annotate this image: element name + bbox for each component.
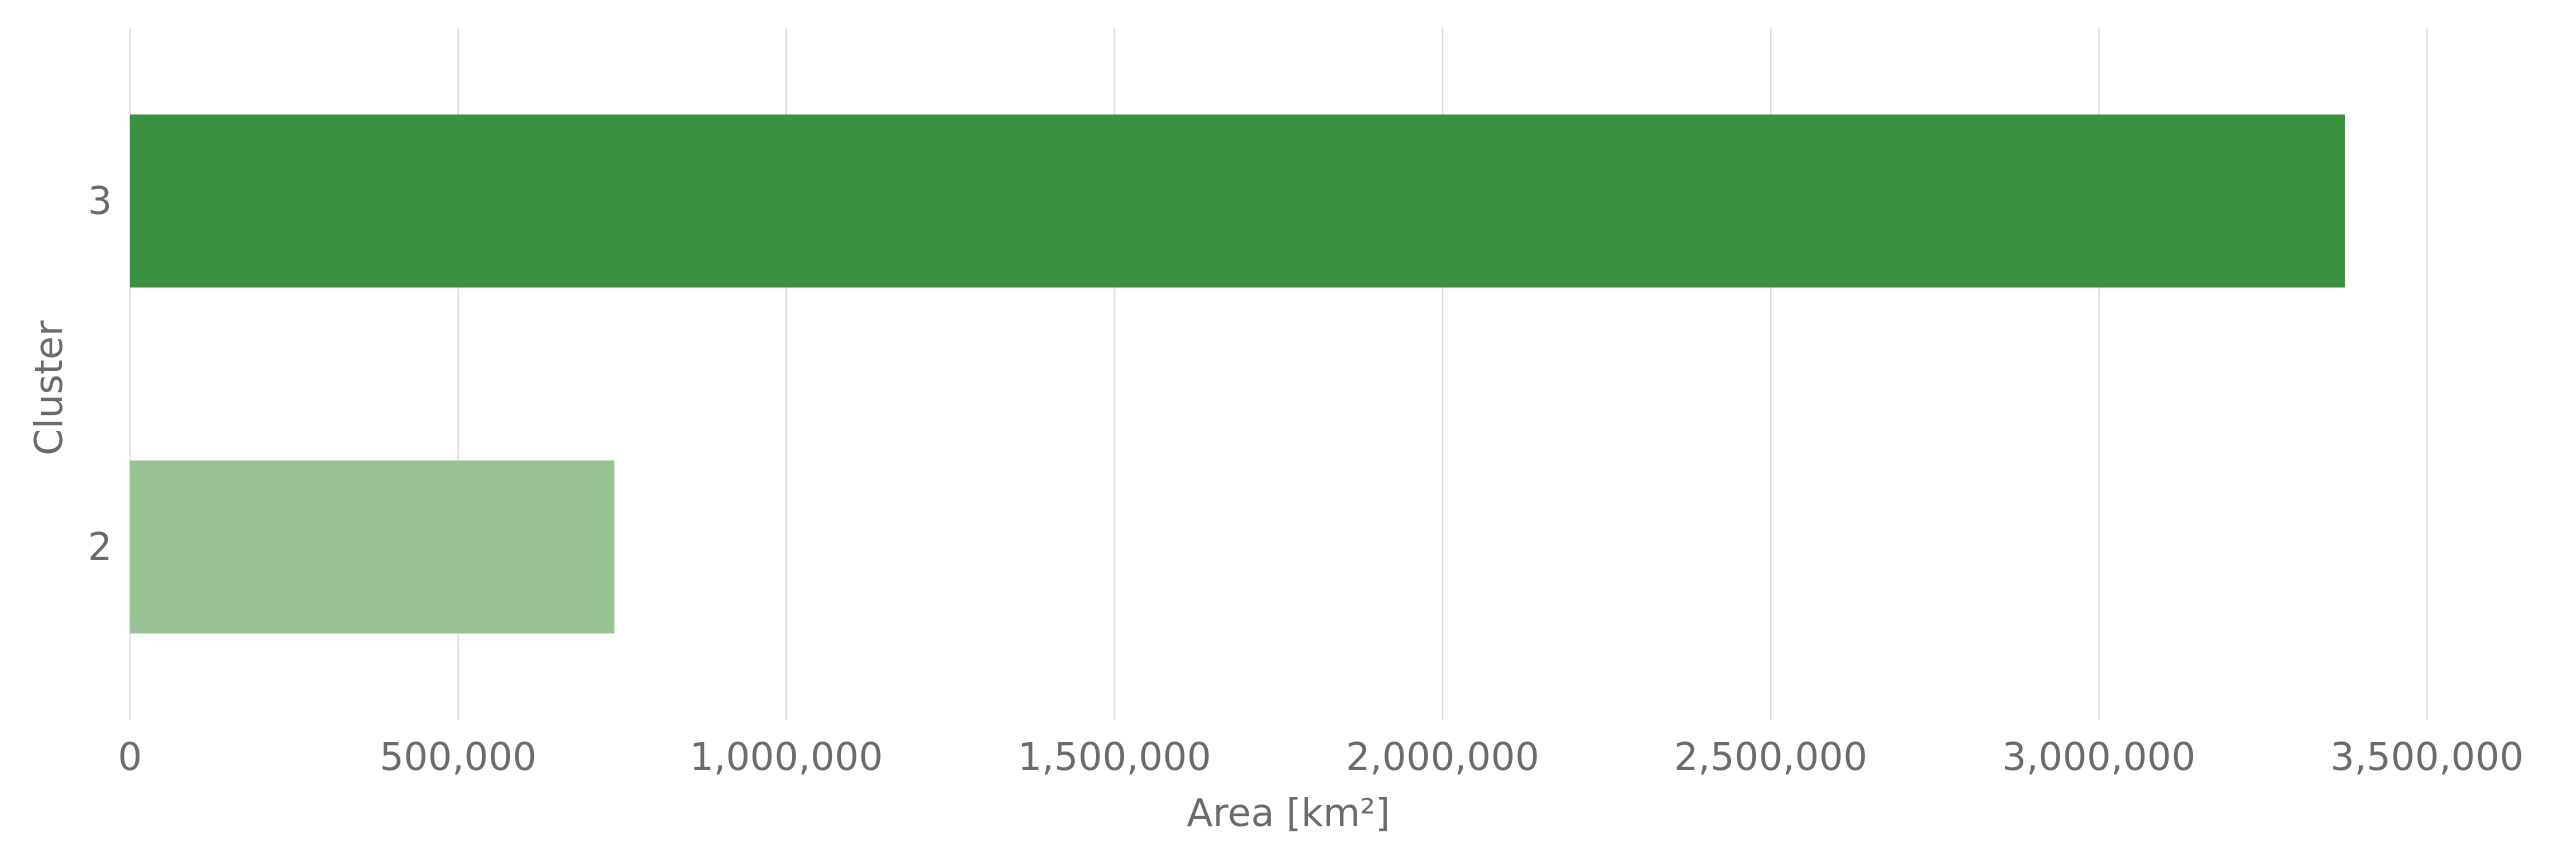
y-tick-label: 3 xyxy=(88,179,112,223)
x-axis-label: Area [km²] xyxy=(1187,791,1390,835)
x-tick-label: 1,000,000 xyxy=(690,735,883,779)
x-tick-label: 3,500,000 xyxy=(2330,735,2523,779)
bar-cluster-2 xyxy=(130,460,615,634)
x-tick-label: 500,000 xyxy=(380,735,537,779)
y-axis-label: Cluster xyxy=(27,320,71,455)
x-tick-label: 1,500,000 xyxy=(1018,735,1211,779)
y-tick-label: 2 xyxy=(88,525,112,569)
x-tick-labels: 0 500,000 1,000,000 1,500,000 2,000,000 2,500… xyxy=(118,735,2524,779)
bars xyxy=(130,114,2345,634)
x-tick-label: 0 xyxy=(118,735,142,779)
x-tick-label: 2,500,000 xyxy=(1674,735,1867,779)
bar-cluster-3 xyxy=(130,114,2345,288)
y-tick-labels: 32 xyxy=(88,179,112,569)
x-tick-label: 3,000,000 xyxy=(2002,735,2195,779)
x-tick-label: 2,000,000 xyxy=(1346,735,1539,779)
